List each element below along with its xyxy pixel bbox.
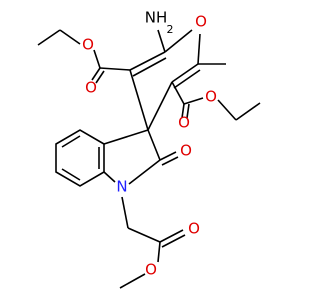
amino-subscript: 2 — [167, 23, 174, 36]
carbonyl-oxygen: O — [188, 220, 200, 238]
indole-nitrogen: N — [116, 178, 127, 196]
bonds — [37, 29, 261, 289]
ester-oxygen: O — [205, 88, 217, 106]
ring-oxygen: O — [195, 13, 207, 31]
carbonyl-oxygen: O — [85, 79, 97, 97]
carbonyl-oxygen: O — [178, 114, 190, 132]
amino-label: NH — [145, 9, 168, 27]
lactam-oxygen: O — [180, 142, 192, 160]
ester-oxygen: O — [145, 261, 157, 279]
ester-oxygen: O — [82, 36, 94, 54]
molecule-diagram: NH 2 O O O O O O N O O — [37, 9, 261, 289]
atom-labels: NH 2 O O O O O O N O O — [82, 9, 217, 279]
